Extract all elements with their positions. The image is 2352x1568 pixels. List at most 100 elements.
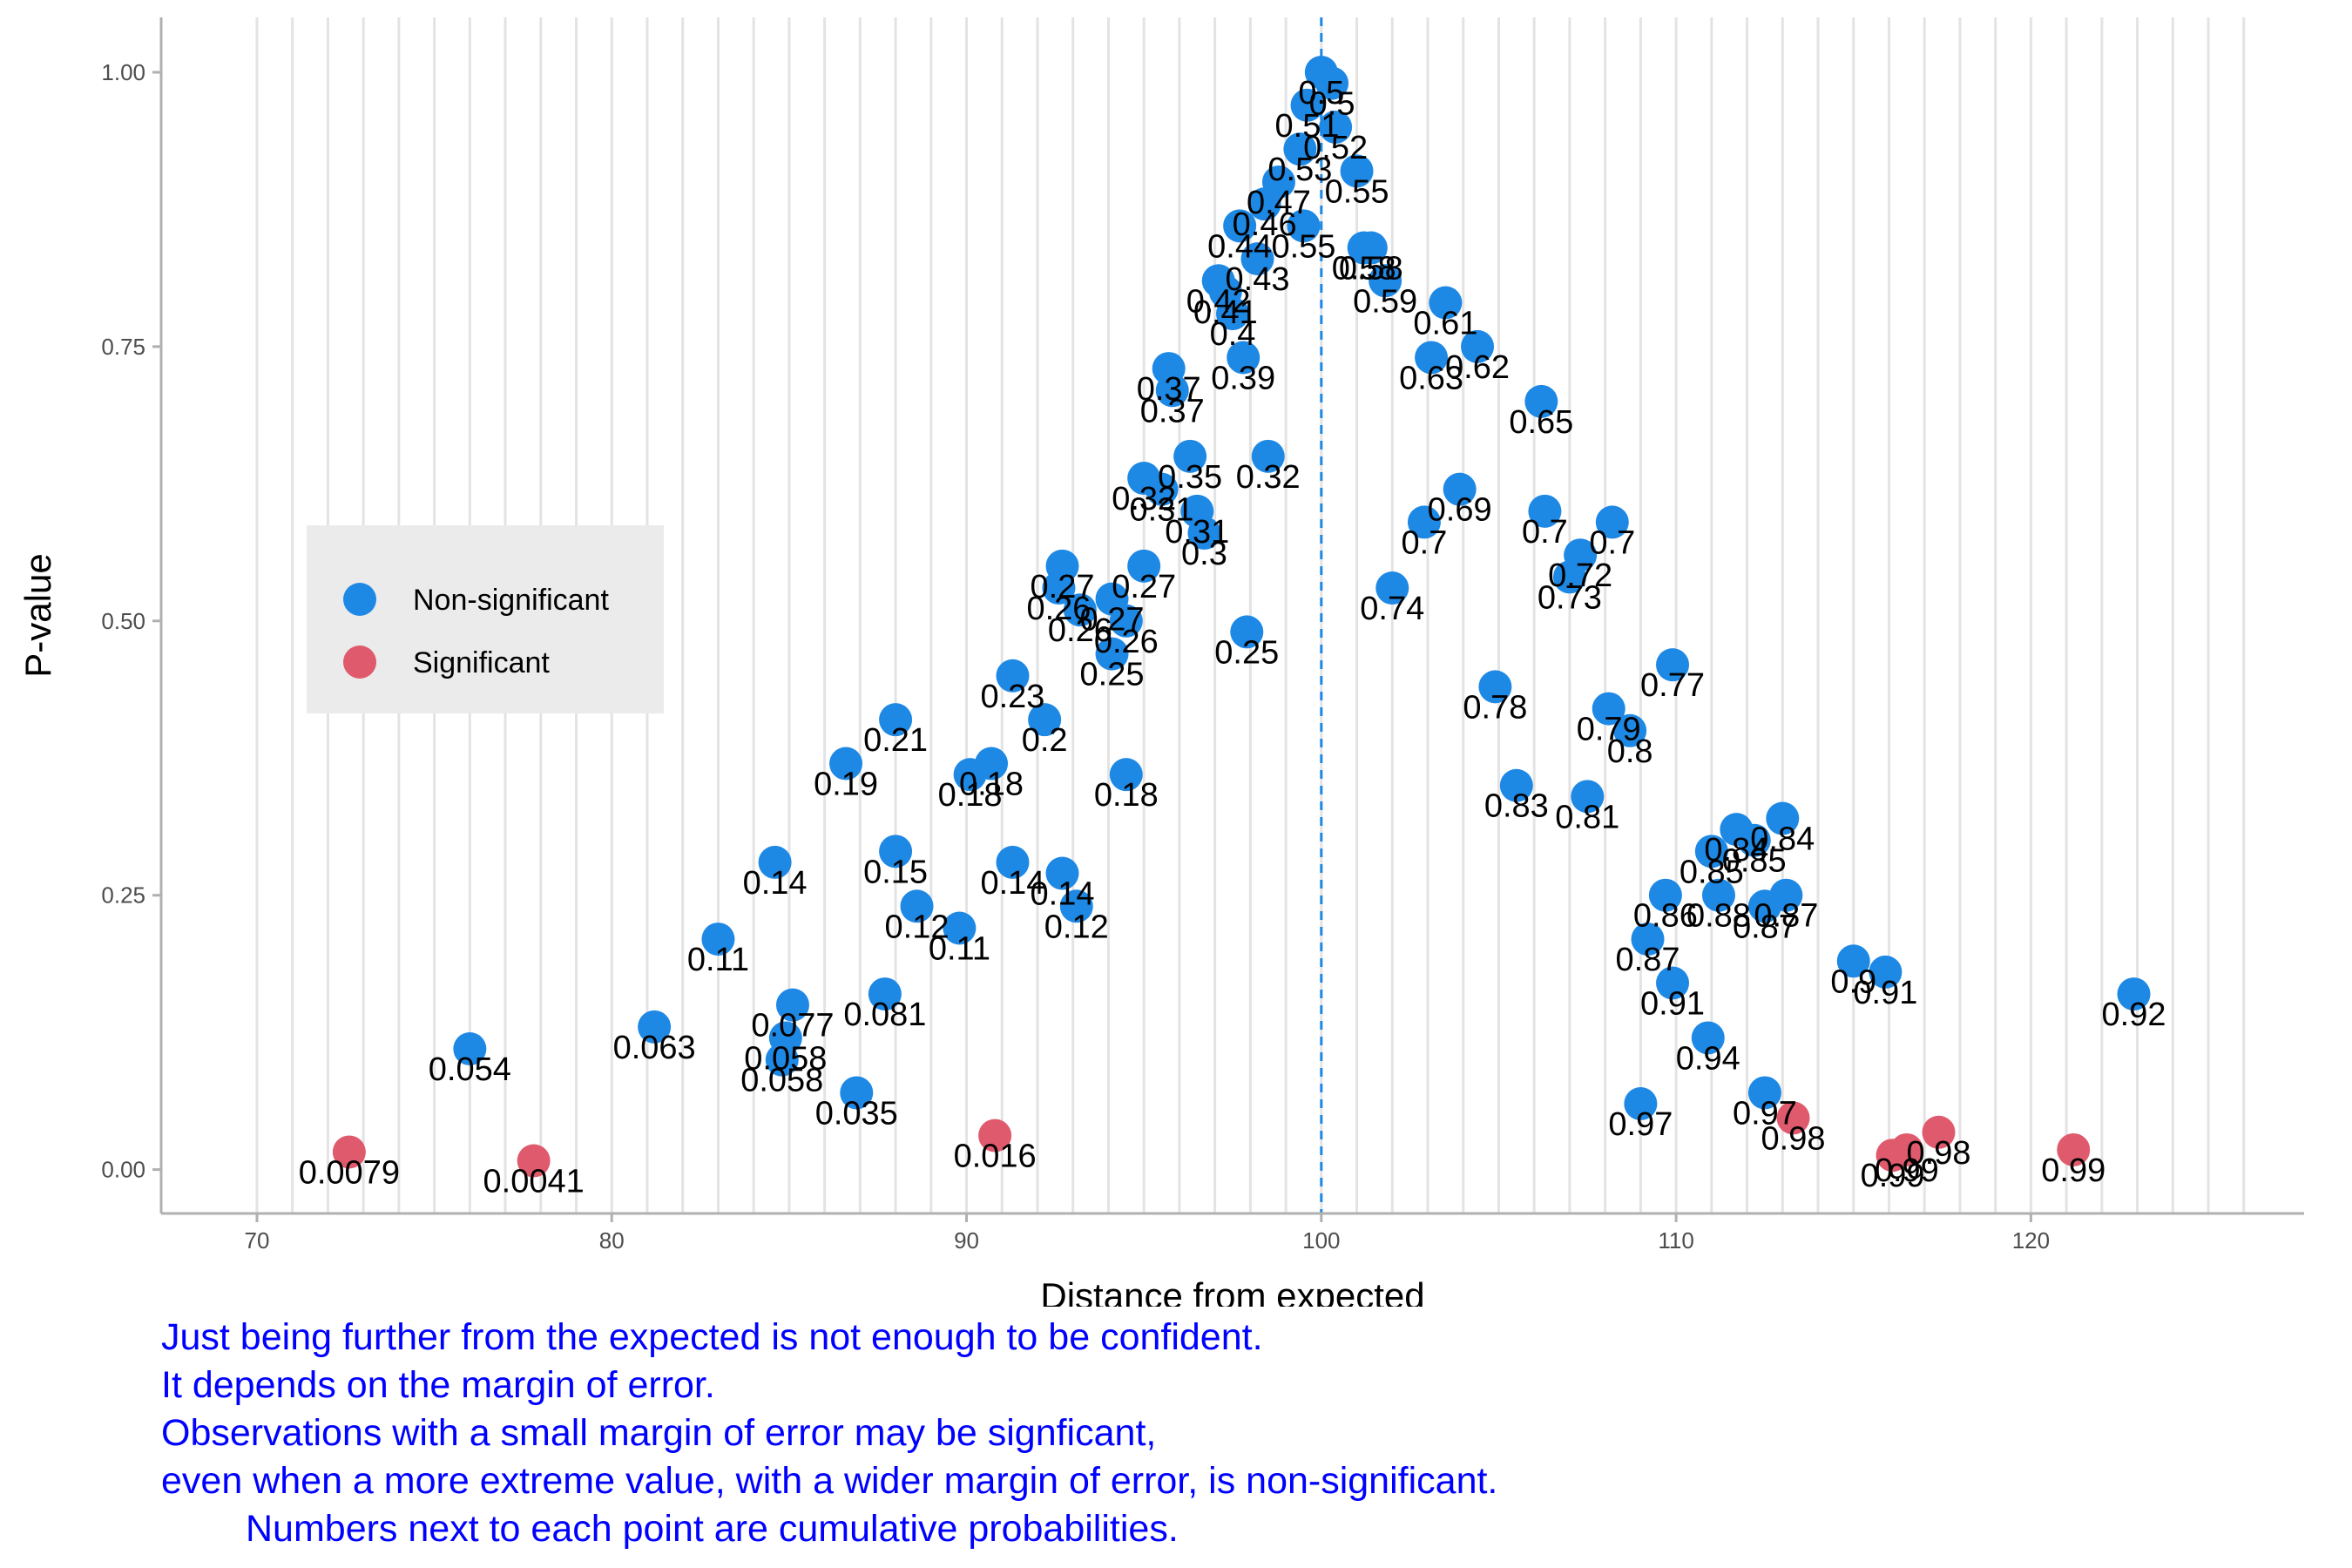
point-non-significant — [1375, 571, 1409, 605]
point-non-significant — [1656, 966, 1690, 1000]
point-non-significant — [1524, 384, 1558, 418]
legend-label-non-significant: Non-significant — [413, 584, 609, 617]
legend-label-significant: Significant — [413, 646, 550, 679]
point-non-significant — [1461, 329, 1495, 363]
point-non-significant — [1595, 505, 1629, 539]
x-tick-label: 100 — [1302, 1227, 1340, 1254]
scatter-plot: 70 80 90 100 110 120 0.00 0.25 0.50 0.75 1.00 0.5… — [17, 17, 2304, 1307]
point-non-significant — [1552, 560, 1586, 594]
point-label: 0.27 — [1080, 602, 1145, 639]
point-label: 0.87 — [1733, 909, 1797, 945]
point-label: 0.5 — [1309, 86, 1355, 123]
point-non-significant — [1478, 670, 1512, 704]
point-label: 0.0079 — [299, 1154, 400, 1191]
point-non-significant — [1648, 878, 1682, 912]
point-non-significant — [1223, 209, 1257, 243]
point-label: 0.98 — [1761, 1120, 1826, 1157]
point-non-significant — [1694, 835, 1728, 868]
point-non-significant — [1369, 264, 1402, 298]
point-label: 0.61 — [1413, 306, 1477, 342]
point-non-significant — [453, 1032, 487, 1066]
point-label: 0.31 — [1130, 492, 1194, 529]
point-label: 0.55 — [1271, 228, 1335, 265]
point-non-significant — [1095, 637, 1129, 671]
point-label: 0.9 — [1830, 963, 1876, 1000]
point-label: 0.69 — [1428, 492, 1492, 529]
point-label: 0.016 — [954, 1139, 1037, 1175]
point-non-significant — [1287, 209, 1321, 243]
x-tick-label: 110 — [1658, 1227, 1693, 1254]
point-label: 0.081 — [843, 997, 926, 1033]
point-non-significant — [1127, 549, 1161, 583]
point-label: 0.52 — [1303, 130, 1368, 166]
point-non-significant — [1145, 472, 1179, 506]
point-label: 0.26 — [1048, 612, 1112, 649]
point-label: 0.99 — [2041, 1152, 2105, 1189]
x-axis-title: Distance from expected — [1040, 1275, 1424, 1307]
point-label: 0.058 — [744, 1040, 827, 1077]
point-label: 0.63 — [1399, 360, 1463, 396]
point-label: 0.51 — [1275, 108, 1340, 145]
point-label: 0.25 — [1214, 634, 1279, 671]
point-label: 0.14 — [743, 865, 808, 902]
point-non-significant — [1836, 944, 1870, 978]
point-non-significant — [1059, 889, 1093, 923]
point-non-significant — [1290, 88, 1324, 122]
y-tick-label: 1.00 — [101, 59, 145, 85]
y-axis-title: P-value — [17, 553, 58, 677]
point-label: 0.27 — [1031, 569, 1095, 605]
point-label: 0.19 — [814, 767, 878, 803]
axes-layer — [159, 17, 2304, 1215]
point-label: 0.063 — [613, 1030, 696, 1066]
point-non-significant — [900, 889, 934, 923]
point-label: 0.39 — [1211, 360, 1275, 396]
point-label: 0.7 — [1402, 524, 1448, 561]
point-non-significant — [1631, 923, 1665, 956]
point-non-significant — [1624, 1087, 1658, 1121]
point-non-significant — [1315, 66, 1349, 100]
point-label: 0.99 — [1875, 1152, 1939, 1189]
point-label: 0.77 — [1640, 667, 1705, 704]
point-non-significant — [1415, 341, 1449, 375]
y-tick-label: 0.00 — [101, 1157, 145, 1183]
point-non-significant — [1354, 231, 1388, 265]
points-layer — [332, 55, 2151, 1178]
point-non-significant — [1737, 823, 1771, 857]
point-non-significant — [829, 747, 863, 781]
caption-line: It depends on the margin of error. — [161, 1364, 715, 1406]
point-non-significant — [1109, 758, 1143, 792]
caption: Just being further from the expected is … — [161, 1314, 2295, 1553]
point-label: 0.43 — [1226, 261, 1290, 298]
point-label: 0.14 — [1031, 876, 1095, 913]
point-label: 0.91 — [1640, 985, 1705, 1022]
caption-line: even when a more extreme value, with a w… — [161, 1460, 1498, 1502]
point-label: 0.12 — [1044, 909, 1109, 945]
point-non-significant — [1766, 801, 1800, 835]
point-label: 0.79 — [1577, 712, 1641, 748]
point-significant — [1776, 1101, 1810, 1135]
point-non-significant — [996, 659, 1030, 693]
point-label: 0.42 — [1186, 283, 1251, 320]
point-non-significant — [758, 845, 792, 879]
point-label: 0.7 — [1589, 524, 1635, 561]
point-non-significant — [1701, 878, 1735, 912]
point-non-significant — [1407, 505, 1441, 539]
x-tick-label: 80 — [599, 1227, 625, 1254]
point-label: 0.37 — [1137, 371, 1201, 408]
point-non-significant — [1240, 242, 1274, 276]
point-label: 0.99 — [1861, 1158, 1925, 1194]
point-label: 0.98 — [1907, 1135, 1971, 1172]
point-non-significant — [1283, 132, 1317, 166]
point-non-significant — [953, 758, 987, 792]
point-label: 0.8 — [1607, 733, 1653, 770]
point-label: 0.14 — [980, 865, 1044, 902]
point-non-significant — [1571, 780, 1605, 814]
point-label: 0.035 — [815, 1095, 898, 1132]
point-label: 0.97 — [1608, 1106, 1673, 1143]
point-non-significant — [638, 1010, 672, 1044]
legend: Non-significant Significant — [307, 525, 664, 713]
point-label: 0.11 — [687, 942, 749, 978]
point-label: 0.41 — [1193, 294, 1258, 331]
point-label: 0.0041 — [483, 1164, 585, 1200]
point-label: 0.18 — [959, 767, 1024, 803]
